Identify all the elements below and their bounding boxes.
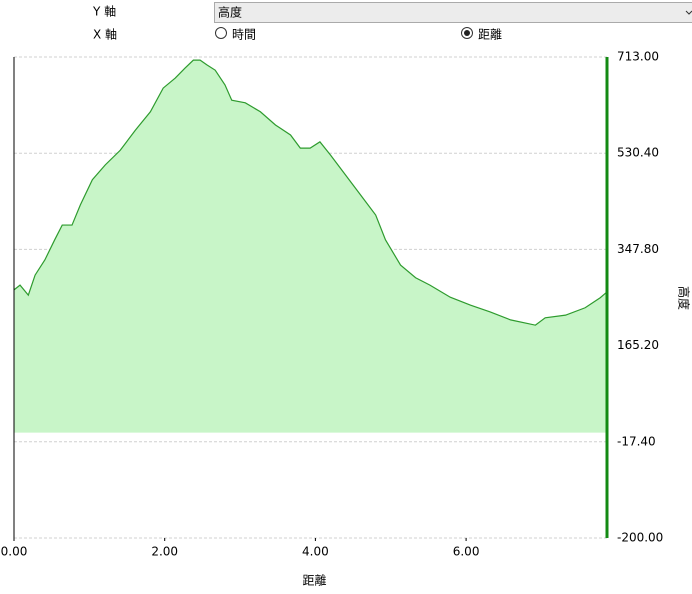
y-axis-label: Y 軸 — [92, 5, 116, 19]
x-tick-label: 4.00 — [302, 545, 329, 559]
y-tick-label: -17.40 — [617, 434, 656, 448]
y-axis-select[interactable] — [215, 3, 692, 23]
x-tick-label: 2.00 — [151, 545, 178, 559]
radio-label[interactable]: 時間 — [232, 28, 256, 42]
y-axis-title: 高度 — [677, 286, 692, 310]
radio-label[interactable]: 距離 — [478, 28, 502, 42]
x-axis-label: X 軸 — [93, 28, 117, 42]
y-tick-label: 347.80 — [617, 242, 659, 256]
x-axis-title: 距離 — [302, 574, 326, 588]
x-tick-label: 6.00 — [453, 545, 480, 559]
radio-button[interactable] — [216, 28, 227, 39]
y-tick-label: -200.00 — [617, 531, 663, 545]
y-tick-label: 713.00 — [617, 50, 659, 64]
area-fill — [14, 60, 607, 432]
y-tick-label: 530.40 — [617, 146, 659, 160]
radio-dot — [464, 30, 470, 36]
x-tick-label: 0.00 — [1, 545, 28, 559]
y-tick-label: 165.20 — [617, 338, 659, 352]
y-axis-select-value[interactable]: 高度 — [218, 5, 242, 20]
